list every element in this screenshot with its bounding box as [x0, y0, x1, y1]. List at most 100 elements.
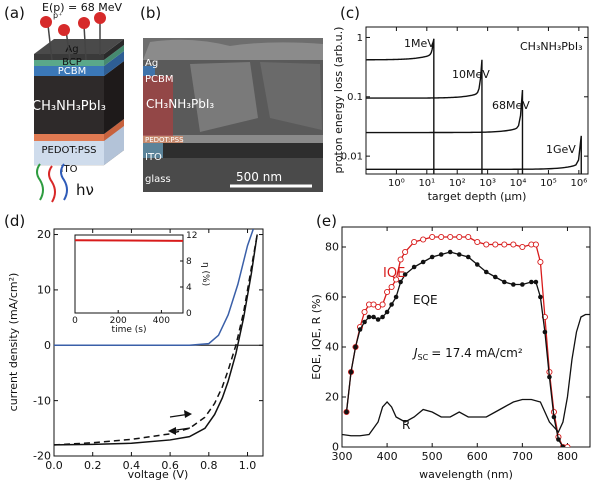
panel-d-x-tick-label: 0.4: [123, 459, 141, 472]
ito-label: ITO: [61, 164, 78, 175]
sem-grain: [190, 62, 258, 132]
eqe-marker: [371, 314, 376, 320]
iqe-marker: [361, 308, 368, 316]
sem-ito-region: [143, 143, 323, 158]
panel-e-x-tick-label: 300: [332, 450, 353, 463]
panel-c-material: CH₃NH₃PbI₃: [520, 40, 583, 53]
eqe-marker: [393, 294, 399, 300]
panel-e-y-tick-label: 0: [332, 441, 339, 454]
iqe-marker: [492, 241, 499, 248]
jv-curve-dark: [54, 229, 255, 347]
panel-d-y-tick-label: -10: [33, 394, 51, 407]
light-label: hν: [76, 181, 94, 199]
panel-d-ylabel: current density (mA/cm²): [7, 273, 20, 412]
panel-e-y-tick-label: 60: [325, 291, 339, 304]
pedot-label: PEDOT:PSS: [41, 145, 96, 156]
panel-b-label: (b): [140, 4, 161, 22]
bragg-curve-1: [366, 59, 483, 174]
eqe-marker: [402, 272, 408, 277]
eqe-marker: [556, 437, 561, 442]
panel-c-label: (c): [340, 4, 360, 22]
series-label-1gev: 1GeV: [546, 143, 576, 156]
bragg-curve-3: [366, 135, 582, 174]
iqe-marker: [483, 241, 490, 248]
sem-glass-label: glass: [145, 174, 171, 185]
eqe-marker: [438, 252, 444, 257]
proton-icon: [40, 16, 52, 28]
panel-d-x-tick-label: 0.2: [84, 459, 102, 472]
panel-c-x-tick-label: 10³: [479, 178, 496, 189]
panel-d-x-tick-label: 0.6: [161, 459, 179, 472]
inset-series: [75, 239, 183, 242]
eqe-marker: [560, 444, 566, 447]
iqe-marker: [510, 241, 517, 248]
inset-ylabel: η (%): [200, 262, 210, 286]
iqe-marker: [397, 256, 404, 263]
eqe-marker: [511, 282, 516, 287]
proton-icon: [78, 17, 90, 29]
proton-beam: p⁺: [40, 11, 106, 61]
eqe-marker: [474, 262, 480, 267]
jsc-annotation: JSC = 17.4 mA/cm²: [412, 346, 523, 362]
eqe-marker: [520, 282, 525, 287]
panel-c-xlabel: target depth (μm): [428, 190, 527, 203]
sem-perovskite-label: CH₃NH₃PbI₃: [146, 97, 214, 111]
panel-e-x-tick-label: 600: [467, 450, 488, 463]
light-wave-icon: [36, 163, 68, 203]
eqe-marker: [375, 317, 381, 322]
inset-xlabel: time (s): [112, 325, 147, 335]
panel-c-series: [366, 38, 582, 174]
ito-layer-front: [34, 140, 104, 165]
eqe-marker: [538, 294, 543, 300]
bcp-layer-side: [104, 45, 124, 66]
inset-y-tick-label: 0: [186, 309, 192, 319]
panel-a: (a) E(p) = 68 MeV Ag BCP PCBM CH₃NH₃PbI₃…: [4, 1, 125, 203]
eqe-marker: [483, 269, 489, 275]
perovskite-layer: [34, 76, 104, 134]
sem-pedot-tint: [143, 136, 183, 143]
eqe-marker: [547, 374, 552, 380]
eqe-marker: [551, 414, 557, 420]
jv-curve-reverse: [54, 234, 258, 446]
eqe-marker: [344, 409, 349, 415]
eqe-marker: [533, 279, 539, 285]
panel-d-y-tick-label: 20: [37, 228, 51, 241]
eqe-marker: [447, 249, 453, 255]
proton-icon: [58, 24, 70, 36]
panel-c-x-tick-label: 10⁴: [510, 178, 527, 189]
panel-d-frame: [53, 228, 264, 457]
panel-c-axis-ticks: 10⁰ 10¹ 10² 10³ 10⁴ 10⁵ 10⁶ 0.01 0.1 1: [341, 27, 588, 189]
sem-pcbm-label: PCBM: [145, 74, 174, 85]
sem-grain: [260, 62, 322, 130]
panel-c-y-tick-label: 0.1: [347, 92, 363, 103]
panel-d-label: (d): [4, 212, 25, 230]
proton-energy-label: E(p) = 68 MeV: [42, 1, 122, 14]
forward-arrow-head: [184, 410, 192, 418]
scale-bar-label: 500 nm: [236, 170, 282, 184]
series-label-r: R: [402, 418, 410, 432]
panel-c-x-tick-label: 10⁵: [540, 178, 557, 189]
inset-axis-ticks: 0 200 400 0 4 8 12: [72, 231, 197, 326]
panel-d-y-tick-label: 10: [37, 284, 51, 297]
bcp-label: BCP: [62, 57, 82, 68]
panel-b: (b) Ag PCBM CH₃NH₃PbI₃ PEDOT:PSS ITO gla…: [140, 4, 323, 192]
perovskite-layer-side: [104, 61, 124, 134]
panel-d-xlabel: voltage (V): [128, 468, 189, 481]
iqe-marker: [501, 241, 508, 248]
eqe-marker: [348, 369, 354, 375]
proton-symbol: p⁺: [53, 11, 62, 20]
eqe-marker: [542, 329, 548, 335]
eqe-marker: [389, 302, 394, 307]
eqe-marker: [384, 309, 390, 315]
panel-c-frame: [365, 26, 589, 175]
sem-perovskite-tint: [143, 76, 173, 136]
ag-label: Ag: [65, 44, 78, 55]
pcbm-layer: [34, 66, 104, 76]
bragg-curve-2: [366, 89, 524, 174]
sem-ag-label: Ag: [145, 58, 158, 69]
iqe-marker: [393, 276, 400, 283]
panel-c-y-tick-label: 0.01: [341, 151, 363, 162]
sem-top-texture: [143, 39, 323, 60]
iqe-marker: [370, 301, 377, 308]
bcp-layer: [34, 60, 104, 66]
